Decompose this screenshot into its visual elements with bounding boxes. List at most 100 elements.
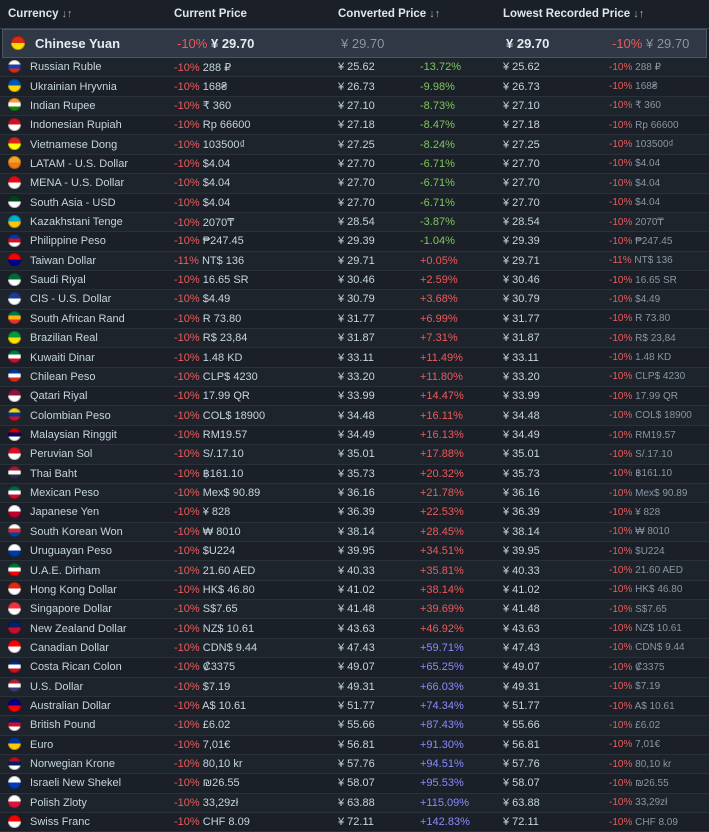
price-difference-cell: +59.71% [420,641,464,654]
table-row[interactable]: Kazakhstani Tenge -10% 2070₸ ¥ 28.54 -3.… [0,212,709,233]
table-row[interactable]: Canadian Dollar -10% CDN$ 9.44 ¥ 47.43 +… [0,638,709,659]
table-row[interactable]: Taiwan Dollar -11% NT$ 136 ¥ 29.71 +0.05… [0,251,709,271]
table-row[interactable]: Brazilian Real -10% R$ 23,84 ¥ 31.87 +7.… [0,329,709,349]
lowest-price-cell: ¥ 27.70 [503,157,540,170]
table-row[interactable]: U.S. Dollar -10% $7.19 ¥ 49.31 +66.03% ¥… [0,677,709,697]
discount-label: -10% [609,797,633,809]
column-header-converted-price[interactable]: Converted Price ↓↑ [338,8,441,20]
table-row[interactable]: Malaysian Ringgit -10% RM19.57 ¥ 34.49 +… [0,425,709,446]
lowest-local-price-cell: -10% ¥ 29.70 [612,36,690,51]
sort-icon[interactable]: ↓↑ [61,8,73,20]
discount-label: -10% [174,138,200,151]
flag-icon [8,253,21,267]
discount-label: -10% [174,583,200,596]
table-row[interactable]: MENA - U.S. Dollar -10% $4.04 ¥ 27.70 -6… [0,174,709,194]
currency-cell: CIS - U.S. Dollar [8,291,111,306]
table-row[interactable]: Swiss Franc -10% CHF 8.09 ¥ 72.11 +142.8… [0,813,709,832]
discount-label: -10% [174,564,200,577]
currency-cell: Thai Baht [8,466,77,480]
local-price: 21.60 AED [202,564,256,577]
featured-row[interactable]: Chinese Yuan -10% ¥ 29.70 ¥ 29.70 ¥ 29.7… [2,29,707,58]
flag-icon [8,659,21,673]
local-price: 17.99 QR [635,390,678,402]
converted-price-cell: ¥ 27.10 [338,99,375,112]
table-row[interactable]: Euro -10% 7,01€ ¥ 56.81 +91.30% ¥ 56.81 … [0,735,709,755]
table-row[interactable]: Australian Dollar -10% A$ 10.61 ¥ 51.77 … [0,696,709,717]
local-price: $7.19 [202,680,231,693]
local-price: 103500₫ [635,139,674,151]
lowest-local-price-cell: -10% £6.02 [609,720,660,731]
table-row[interactable]: Philippine Peso -10% ₱247.45 ¥ 29.39 -1.… [0,232,709,252]
table-row[interactable]: South Asia - USD -10% $4.04 ¥ 27.70 -6.7… [0,193,709,213]
converted-price-cell: ¥ 49.07 [338,661,375,674]
currency-name: Norwegian Krone [30,758,115,771]
currency-cell: Norwegian Krone [8,756,115,771]
table-row[interactable]: CIS - U.S. Dollar -10% $4.49 ¥ 30.79 +3.… [0,290,709,310]
table-row[interactable]: Uruguayan Peso -10% $U224 ¥ 39.95 +34.51… [0,541,709,562]
sort-icon[interactable]: ↓↑ [429,8,441,20]
table-row[interactable]: South African Rand -10% R 73.80 ¥ 31.77 … [0,309,709,330]
current-price-cell: -10% R$ 23,84 [174,332,247,344]
local-price: ₩ 8010 [635,526,670,538]
local-price: ¥ 828 [202,506,231,519]
table-row[interactable]: Russian Ruble -10% 288 ₽ ¥ 25.62 -13.72%… [0,58,709,78]
table-row[interactable]: Qatari Riyal -10% 17.99 QR ¥ 33.99 +14.4… [0,387,709,407]
local-price: RM19.57 [635,429,676,441]
table-row[interactable]: Indian Rupee -10% ₹ 360 ¥ 27.10 -8.73% ¥… [0,96,709,117]
table-row[interactable]: British Pound -10% £6.02 ¥ 55.66 +87.43%… [0,716,709,736]
column-header-lowest-price[interactable]: Lowest Recorded Price ↓↑ [503,8,645,20]
currency-cell: Swiss Franc [8,814,90,829]
discount-label: -10% [174,661,200,674]
discount-label: -10% [174,216,200,229]
converted-price-cell: ¥ 41.02 [338,583,375,596]
table-row[interactable]: Peruvian Sol -10% S/.17.10 ¥ 35.01 +17.8… [0,445,709,465]
current-price-cell: -11% NT$ 136 [174,255,244,267]
table-row[interactable]: Norwegian Krone -10% 80,10 kr ¥ 57.76 +9… [0,754,709,775]
currency-cell: Chinese Yuan [11,35,120,51]
table-row[interactable]: Singapore Dollar -10% S$7.65 ¥ 41.48 +39… [0,600,709,620]
table-row[interactable]: U.A.E. Dirham -10% 21.60 AED ¥ 40.33 +35… [0,561,709,581]
table-row[interactable]: LATAM - U.S. Dollar -10% $4.04 ¥ 27.70 -… [0,154,709,175]
table-row[interactable]: Saudi Riyal -10% 16.65 SR ¥ 30.46 +2.59%… [0,270,709,291]
local-price: NZ$ 10.61 [202,622,255,635]
converted-price-cell: ¥ 55.66 [338,719,375,732]
currency-cell: Kuwaiti Dinar [8,350,95,364]
discount-label: -10% [609,545,633,557]
table-row[interactable]: New Zealand Dollar -10% NZ$ 10.61 ¥ 43.6… [0,619,709,639]
table-row[interactable]: Israeli New Shekel -10% ₪26.55 ¥ 58.07 +… [0,774,709,794]
lowest-price-cell: ¥ 31.87 [503,332,540,345]
local-price: $4.04 [202,196,231,209]
currency-name: Taiwan Dollar [30,254,97,267]
lowest-local-price-cell: -10% 16.65 SR [609,275,677,286]
table-row[interactable]: Colombian Peso -10% COL$ 18900 ¥ 34.48 +… [0,406,709,426]
table-row[interactable]: Hong Kong Dollar -10% HK$ 46.80 ¥ 41.02 … [0,580,709,601]
flag-icon [8,350,21,364]
lowest-local-price-cell: -10% $U224 [609,546,665,557]
sort-icon[interactable]: ↓↑ [633,8,645,20]
current-price-cell: -10% ₩ 8010 [174,526,241,538]
discount-label: -10% [174,525,200,538]
table-row[interactable]: Ukrainian Hryvnia -10% 168₴ ¥ 26.73 -9.9… [0,77,709,97]
table-row[interactable]: Indonesian Rupiah -10% Rp 66600 ¥ 27.18 … [0,116,709,136]
converted-price-cell: ¥ 72.11 [338,816,374,829]
converted-price-cell: ¥ 43.63 [338,622,375,635]
table-row[interactable]: Polish Zloty -10% 33,29zł ¥ 63.88 +115.0… [0,793,709,814]
local-price: ₹ 360 [202,100,232,113]
table-row[interactable]: Costa Rican Colon -10% ₡3375 ¥ 49.07 +65… [0,658,709,678]
local-price: CDN$ 9.44 [202,641,258,654]
discount-label: -10% [609,352,633,364]
column-header-currency[interactable]: Currency ↓↑ [8,8,73,20]
price-difference-cell: +38.14% [420,583,464,596]
table-row[interactable]: Kuwaiti Dinar -10% 1.48 KD ¥ 33.11 +11.4… [0,348,709,368]
price-difference-cell: -6.71% [420,157,455,170]
table-row[interactable]: Japanese Yen -10% ¥ 828 ¥ 36.39 +22.53% … [0,503,709,523]
table-row[interactable]: Chilean Peso -10% CLP$ 4230 ¥ 33.20 +11.… [0,367,709,388]
table-row[interactable]: South Korean Won -10% ₩ 8010 ¥ 38.14 +28… [0,522,709,542]
currency-cell: Colombian Peso [8,408,111,422]
table-row[interactable]: Vietnamese Dong -10% 103500₫ ¥ 27.25 -8.… [0,135,709,155]
table-row[interactable]: Thai Baht -10% ฿161.10 ¥ 35.73 +20.32% ¥… [0,464,709,484]
current-price-cell: -10% ¥ 828 [174,506,230,518]
local-price: $U224 [202,545,236,558]
table-row[interactable]: Mexican Peso -10% Mex$ 90.89 ¥ 36.16 +21… [0,483,709,504]
local-price: R$ 23,84 [635,332,676,344]
